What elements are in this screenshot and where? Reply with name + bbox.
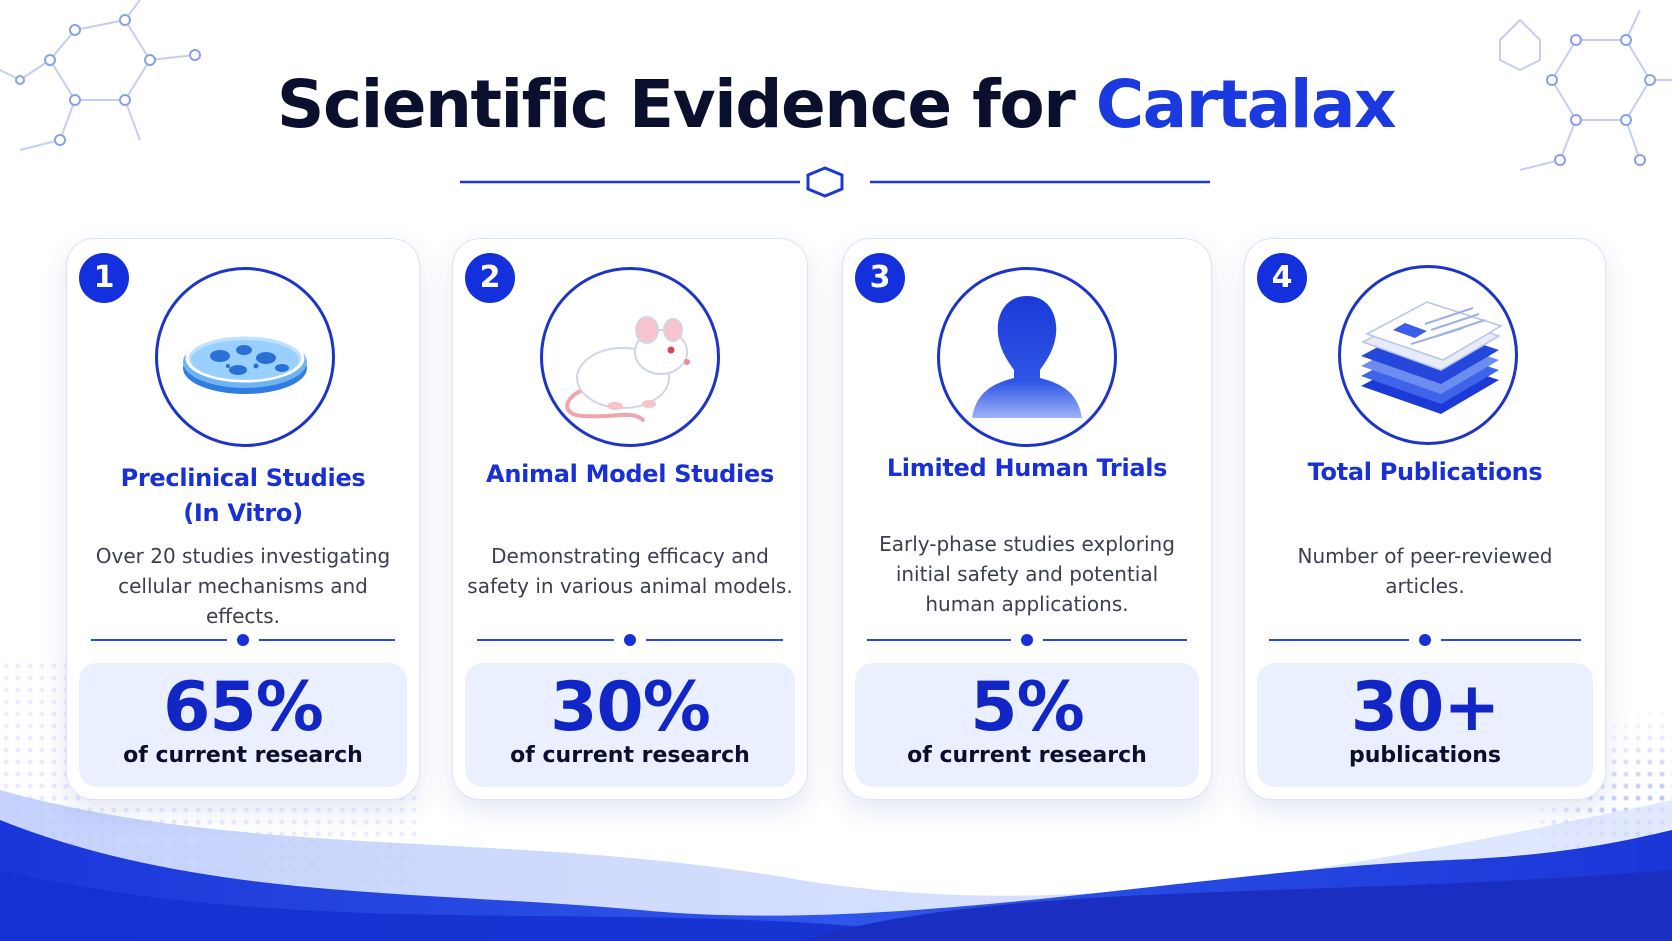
stat-value: 5% [970, 668, 1084, 747]
stat-box: 30+ publications [1257, 663, 1593, 787]
card-title-line: Limited Human Trials [886, 454, 1168, 482]
card-limited-human-trials: 3 Limited Human Trials Early-phase studi… [842, 238, 1212, 800]
card-description: Over 20 studies investigating cellular m… [81, 541, 405, 631]
lab-rat-icon [540, 267, 720, 447]
stat-box: 5% of current research [855, 663, 1199, 787]
title-divider [460, 166, 1210, 198]
card-title-line: Preclinical Studies [120, 464, 366, 492]
card-separator [477, 634, 783, 646]
card-description-line: articles. [1385, 574, 1465, 598]
stat-box: 65% of current research [79, 663, 407, 787]
card-preclinical-studies: 1 Preclinical Studies (In Vitro) Over 20… [66, 238, 420, 800]
card-title: Animal Model Studies [453, 457, 807, 492]
stat-label: of current research [123, 743, 363, 768]
stat-value: 30+ [1350, 668, 1501, 747]
stat-value: 65% [163, 668, 324, 747]
card-title: Total Publications [1245, 455, 1605, 490]
card-animal-model-studies: 2 Animal Model Studies Demonstrating eff… [452, 238, 808, 800]
person-silhouette-icon [937, 267, 1117, 447]
stat-value: 30% [550, 668, 711, 747]
card-description-line: Number of peer-reviewed [1297, 544, 1553, 568]
card-separator [1269, 634, 1581, 646]
card-description-line: Early-phase studies exploring [879, 532, 1175, 556]
card-number-badge: 1 [79, 253, 129, 303]
card-description-line: safety in various animal models. [467, 574, 793, 598]
card-description-line: human applications. [925, 592, 1129, 616]
card-description-line: initial safety and potential [895, 562, 1159, 586]
card-title: Preclinical Studies (In Vitro) [67, 461, 419, 531]
card-description: Number of peer-reviewed articles. [1259, 541, 1591, 601]
card-description-line: cellular mechanisms and effects. [118, 574, 368, 628]
page-title: Scientific Evidence for Cartalax [0, 66, 1672, 143]
molecule-decoration-left [0, 0, 201, 151]
stat-box: 30% of current research [465, 663, 795, 787]
card-description-line: Over 20 studies investigating [95, 544, 391, 568]
card-title-line: Animal Model Studies [486, 460, 774, 488]
card-separator [91, 634, 395, 646]
stat-label: of current research [510, 743, 750, 768]
title-main: Scientific Evidence for [276, 66, 1096, 143]
card-number-badge: 4 [1257, 253, 1307, 303]
card-description: Demonstrating efficacy and safety in var… [467, 541, 793, 601]
stat-label: publications [1348, 743, 1502, 768]
card-total-publications: 4 Total Publications Number of peer-revi… [1244, 238, 1606, 800]
molecule-decoration-right [1499, 9, 1672, 171]
petri-dish-icon [155, 267, 335, 447]
card-description-line: Demonstrating efficacy and [491, 544, 769, 568]
stat-label: of current research [907, 743, 1147, 768]
card-title-line: Total Publications [1307, 458, 1543, 486]
card-separator [867, 634, 1187, 646]
card-title-line: (In Vitro) [183, 499, 303, 527]
card-number-badge: 2 [465, 253, 515, 303]
card-number-badge: 3 [855, 253, 905, 303]
title-accent: Cartalax [1095, 66, 1397, 143]
card-title: Limited Human Trials [843, 451, 1211, 486]
hexagon-icon [806, 166, 844, 198]
publications-stack-icon [1338, 265, 1518, 445]
card-description: Early-phase studies exploring initial sa… [857, 529, 1197, 619]
